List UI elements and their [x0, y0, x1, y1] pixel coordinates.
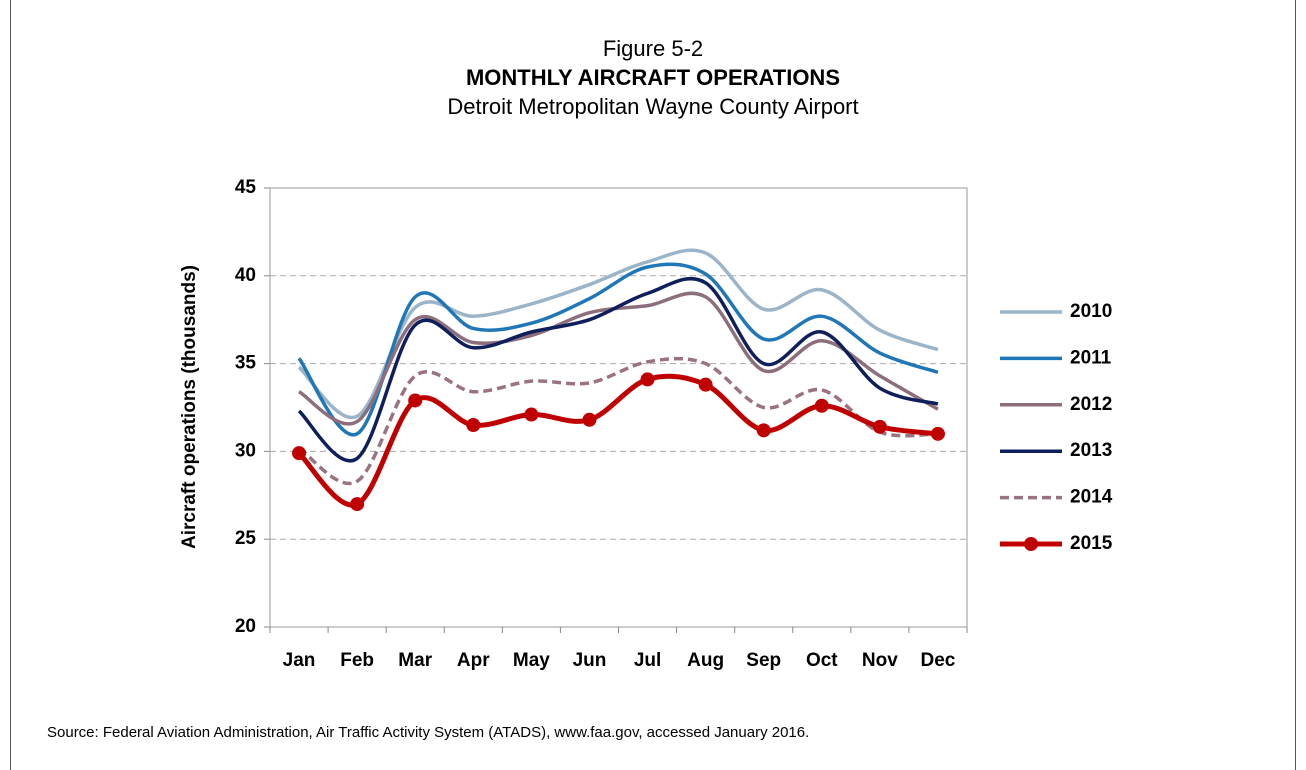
- data-point: [698, 377, 713, 392]
- data-point: [466, 418, 481, 433]
- x-tick-label: Mar: [398, 650, 432, 671]
- x-tick-label: Oct: [806, 650, 838, 671]
- y-tick-label: 20: [235, 616, 256, 637]
- data-point: [872, 419, 887, 434]
- x-tick-label: Nov: [862, 650, 898, 671]
- data-point: [814, 398, 829, 413]
- legend-label: 2014: [1070, 487, 1113, 508]
- x-tick-label: Feb: [340, 650, 374, 671]
- series-line: [298, 356, 939, 486]
- series-line: [297, 373, 939, 508]
- x-tick-label: Jun: [573, 650, 607, 671]
- x-tick-label: Apr: [457, 650, 490, 671]
- legend-marker: [1024, 537, 1038, 551]
- series-line: [297, 276, 939, 463]
- y-tick-label: 40: [235, 265, 256, 286]
- source-note: Source: Federal Aviation Administration,…: [47, 724, 809, 741]
- y-tick-label: 45: [235, 177, 257, 198]
- y-axis-label: Aircraft operations (thousands): [179, 265, 200, 549]
- x-tick-label: May: [513, 650, 550, 671]
- x-tick-label: Dec: [921, 650, 956, 671]
- y-tick-label: 30: [235, 440, 256, 461]
- series-line: [298, 291, 939, 426]
- data-point: [408, 393, 423, 408]
- data-point: [524, 407, 539, 422]
- x-tick-label: Sep: [746, 650, 781, 671]
- chart-title: Figure 5-2: [603, 36, 703, 61]
- data-point: [640, 372, 655, 387]
- frame: [10, 0, 1296, 770]
- y-tick-label: 25: [235, 528, 257, 549]
- legend-label: 2013: [1070, 440, 1112, 461]
- data-point: [582, 412, 597, 427]
- data-point: [930, 426, 945, 441]
- legend-label: 2012: [1070, 394, 1112, 415]
- y-tick-label: 35: [235, 353, 257, 374]
- x-tick-label: Jan: [283, 650, 316, 671]
- data-point: [292, 446, 307, 461]
- data-point: [350, 497, 365, 512]
- data-point: [756, 423, 771, 438]
- chart-subtitle: MONTHLY AIRCRAFT OPERATIONS: [466, 65, 840, 90]
- legend-label: 2015: [1070, 533, 1113, 554]
- legend-label: 2010: [1070, 301, 1112, 322]
- legend-label: 2011: [1070, 347, 1112, 368]
- x-tick-label: Aug: [687, 650, 724, 671]
- x-tick-label: Jul: [634, 650, 661, 671]
- chart-subtitle: Detroit Metropolitan Wayne County Airpor…: [447, 94, 858, 119]
